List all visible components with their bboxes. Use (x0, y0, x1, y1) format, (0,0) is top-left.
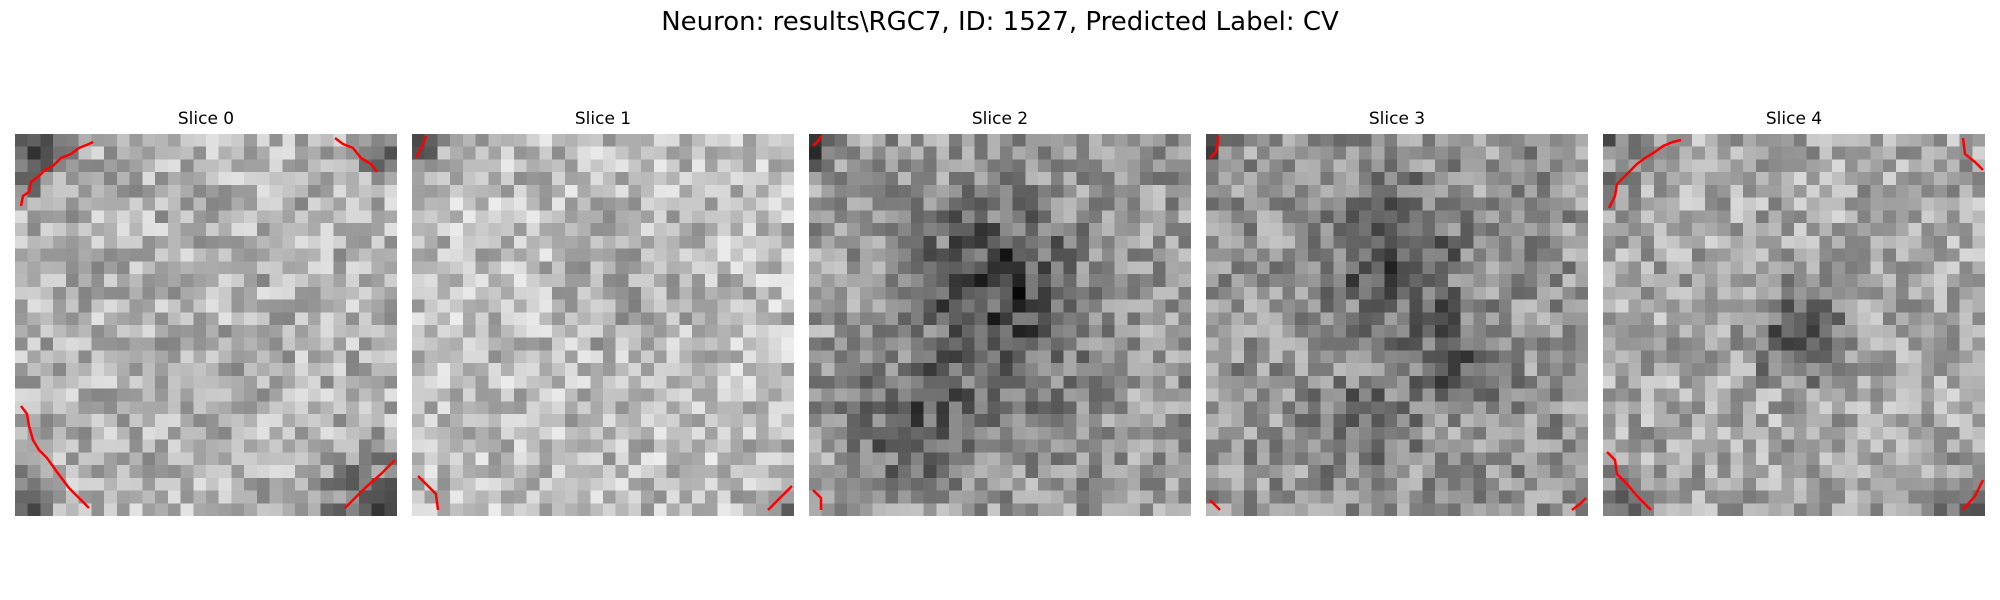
roi-contours (1209, 136, 1587, 511)
slice-image (1206, 134, 1588, 516)
slice-image (809, 134, 1191, 516)
slice-title: Slice 4 (1765, 109, 1823, 129)
roi-contour-line (417, 475, 440, 511)
slice-heatmap (1206, 134, 1588, 516)
slice-heatmap (15, 134, 397, 516)
figure-title: Neuron: results\RGC7, ID: 1527, Predicte… (661, 7, 1339, 37)
roi-contour-line (812, 489, 823, 510)
roi-contour-line (414, 135, 428, 159)
roi-contour-line (1962, 479, 1985, 511)
roi-contour-line (20, 405, 90, 509)
slice-panel: Slice 2 (809, 108, 1191, 516)
roi-contour-line (812, 135, 823, 147)
slice-heatmap (809, 134, 1191, 516)
roi-contour-line (767, 485, 793, 511)
roi-contour-line (334, 137, 378, 173)
slice-panel: Slice 0 (15, 108, 397, 516)
roi-contour-line (1607, 138, 1682, 209)
roi-contour-line (344, 459, 396, 509)
slice-title: Slice 1 (574, 109, 632, 129)
roi-contour-line (1606, 451, 1652, 511)
roi-contour-line (19, 140, 94, 207)
roi-contours (19, 137, 396, 509)
slice-panel: Slice 3 (1206, 108, 1588, 516)
roi-contour-line (1571, 497, 1587, 511)
slice-panel: Slice 1 (412, 108, 794, 516)
slice-heatmap (412, 134, 794, 516)
roi-contours (812, 135, 823, 510)
slice-image (412, 134, 794, 516)
roi-contour-line (1961, 137, 1984, 171)
roi-contours (1606, 137, 1985, 511)
slice-image (1603, 134, 1985, 516)
slice-panel: Slice 4 (1603, 108, 1985, 516)
slice-image (15, 134, 397, 516)
slice-title: Slice 2 (971, 109, 1029, 129)
roi-contour-line (1209, 499, 1221, 511)
slice-heatmap (1603, 134, 1985, 516)
roi-contours (414, 135, 793, 511)
roi-contour-line (1209, 136, 1220, 159)
slice-title: Slice 0 (177, 109, 235, 129)
slice-title: Slice 3 (1368, 109, 1426, 129)
